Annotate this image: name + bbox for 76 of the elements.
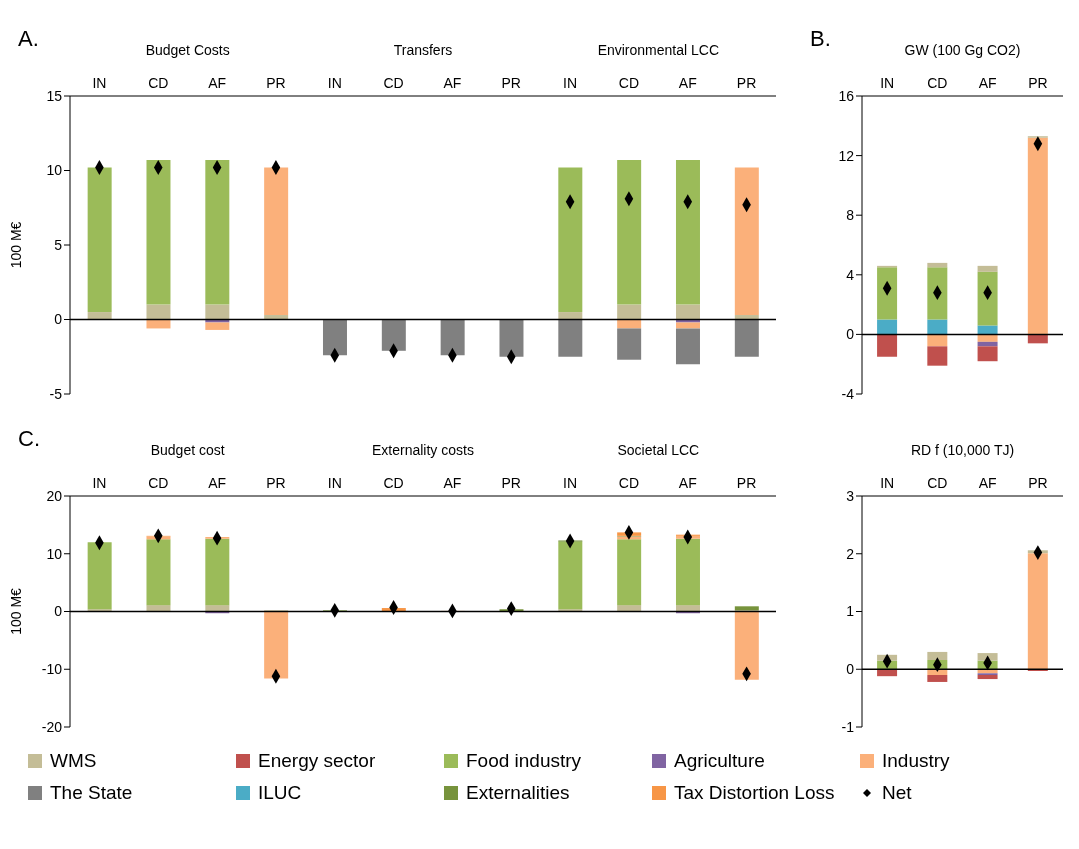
legend-label: ILUC [258,782,302,804]
x-tick-label: PR [736,75,757,91]
y-tick-label: 2 [846,545,855,562]
x-tick-label: PR [736,475,757,491]
x-tick-label: IN [563,75,578,91]
chart-title: A. [18,26,39,52]
x-tick-label: IN [880,475,895,491]
x-tick-label: IN [92,75,107,91]
y-tick-label: 12 [838,147,855,164]
x-tick-label: IN [327,75,342,91]
x-tick-label: CD [927,475,948,491]
text: Budget cost [149,442,226,458]
legend-label: Food industry [466,750,582,772]
x-tick-label: IN [880,75,895,91]
y-tick-label: -1 [841,718,855,735]
chart-subtitle: GW (100 Gg CO2) [903,42,1022,58]
x-tick-label: PR [1028,75,1048,91]
x-tick-label: PR [1028,475,1048,491]
chart-title: C. [18,426,40,452]
x-tick-label: CD [148,75,169,91]
y-tick-label: -5 [49,385,63,402]
text: Environmental LCC [596,42,720,58]
x-tick-label: AF [978,475,997,491]
legend-label: WMS [50,750,97,772]
y-axis-title: 100 M€ [7,221,24,269]
x-tick-label: AF [678,75,697,91]
x-tick-label: PR [266,475,286,491]
y-tick-label: 5 [54,236,63,253]
x-tick-label: IN [92,475,107,491]
text: Transfers [392,42,454,58]
chart-title: RD f (10,000 TJ) [909,442,1016,458]
text: Externality costs [371,442,475,458]
legend-label: Net [882,782,912,804]
y-tick-label: -10 [41,661,63,678]
x-tick-label: PR [501,75,521,91]
x-tick-label: IN [327,475,342,491]
x-tick-label: AF [443,475,462,491]
y-tick-label: -4 [841,385,855,402]
legend-label: Industry [882,750,950,772]
y-tick-label: 0 [846,326,855,343]
y-tick-label: 15 [46,87,63,104]
legend-label: The State [50,782,133,804]
legend-label: Externalities [466,782,570,804]
legend-label: Energy sector [258,750,376,772]
x-tick-label: CD [927,75,948,91]
x-tick-label: CD [618,75,640,91]
y-tick-label: 0 [846,661,855,678]
y-axis-title: 100 M€ [7,587,24,635]
x-tick-label: PR [501,475,521,491]
x-tick-label: CD [383,475,404,491]
legend-label: Tax Distortion Loss [674,782,835,804]
y-tick-label: 0 [54,603,63,620]
y-tick-label: 4 [846,266,855,283]
y-tick-label: 16 [838,87,855,104]
x-tick-label: IN [563,475,578,491]
y-tick-label: -20 [41,718,63,735]
x-tick-label: CD [148,475,169,491]
x-tick-label: AF [678,475,697,491]
legend-label: Agriculture [674,750,765,772]
y-tick-label: 10 [46,545,63,562]
x-tick-label: AF [208,75,227,91]
y-tick-label: 1 [846,603,855,620]
x-tick-label: CD [383,75,404,91]
x-tick-label: AF [443,75,462,91]
text: Budget Costs [144,42,231,58]
y-tick-label: 0 [54,311,63,328]
y-tick-label: 3 [846,487,855,504]
text: Societal LCC [616,442,701,458]
x-tick-label: AF [978,75,997,91]
y-tick-label: 10 [46,162,63,179]
y-tick-label: 20 [46,487,63,504]
x-tick-label: PR [266,75,286,91]
x-tick-label: AF [208,475,227,491]
x-tick-label: CD [618,475,640,491]
y-tick-label: 8 [846,207,855,224]
chart-title: B. [810,26,831,52]
